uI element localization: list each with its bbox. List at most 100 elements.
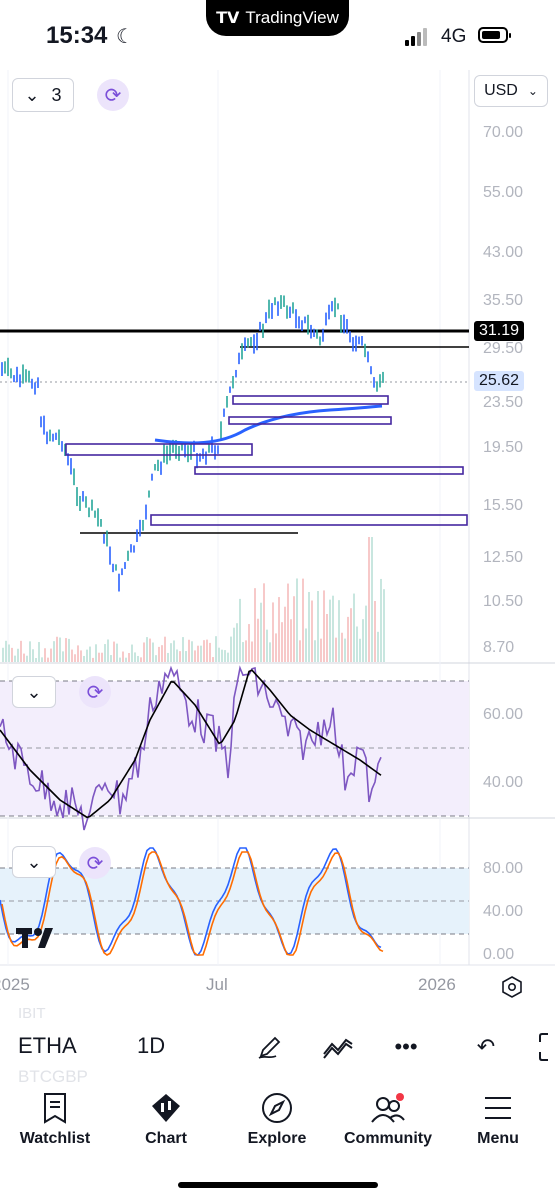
stoch-axis-label: 80.00 <box>483 860 524 877</box>
indicators-icon[interactable] <box>321 1030 355 1064</box>
volume-bar <box>233 627 235 662</box>
volume-bar <box>161 645 163 662</box>
volume-bar <box>101 652 103 662</box>
chevron-down-icon: ⌄ <box>527 84 538 98</box>
more-icon[interactable]: ••• <box>394 1034 418 1059</box>
tab-explore[interactable]: Explore <box>227 1090 327 1148</box>
volume-bar <box>353 593 355 662</box>
volume-bar <box>68 638 70 662</box>
chevron-down-icon: ⌄ <box>26 681 42 702</box>
zone-rect-3 <box>65 443 253 456</box>
battery-icon <box>478 27 511 43</box>
signal-icon <box>405 28 431 46</box>
tab-label: Chart <box>145 1130 187 1147</box>
last-price-tag: 25.62 <box>474 371 525 391</box>
status-time: 15:34 <box>46 22 108 49</box>
stoch-collapse-button[interactable]: ⌄ <box>12 846 56 878</box>
rsi-line <box>0 665 382 831</box>
zone-rectangles <box>65 395 468 526</box>
pane-collapse-button[interactable]: ⌄ 3 <box>12 78 74 112</box>
volume-bar <box>206 639 208 662</box>
volume-bar <box>278 597 280 662</box>
volume-bar <box>14 655 16 662</box>
volume-bar <box>89 646 91 662</box>
volume-bar <box>137 655 139 662</box>
settings-hexagon-icon[interactable] <box>497 972 527 1002</box>
undo-icon[interactable]: ↶ <box>476 1034 496 1059</box>
volume-bar <box>83 655 85 662</box>
moving-average-line <box>154 404 383 445</box>
volume-bar <box>191 641 193 662</box>
drawing-pen-icon[interactable] <box>253 1030 287 1064</box>
tab-watchlist[interactable]: Watchlist <box>5 1090 105 1148</box>
home-indicator <box>178 1182 378 1188</box>
volume-bar <box>377 631 379 662</box>
symbol-button[interactable]: ETHA <box>18 1033 77 1058</box>
volume-bar <box>2 647 4 662</box>
zone-rect-4 <box>194 466 464 475</box>
community-icon <box>338 1090 438 1126</box>
rsi-ma-line <box>0 669 382 819</box>
volume-bar <box>170 643 172 662</box>
volume-bar <box>260 602 262 662</box>
volume-bar <box>284 606 286 662</box>
volume-bar <box>44 648 46 662</box>
tab-chart[interactable]: Chart <box>116 1090 216 1148</box>
volume-bar <box>134 652 136 662</box>
tab-label: Menu <box>477 1130 519 1147</box>
volume-bar <box>185 651 187 662</box>
volume-bar <box>212 657 214 662</box>
volume-bar <box>218 647 220 662</box>
volume-bar <box>122 651 124 662</box>
volume-bar <box>59 637 61 662</box>
volume-bar <box>224 650 226 662</box>
tab-community[interactable]: Community <box>338 1090 438 1148</box>
volume-bar <box>125 657 127 662</box>
volume-bar <box>251 641 253 662</box>
volume-bar <box>20 640 22 662</box>
volume-bar <box>131 644 133 662</box>
status-bar: 15:34 ☾ 𝗧𝗩 TradingView 4G <box>0 0 555 70</box>
pane-count: 3 <box>51 84 62 105</box>
volume-bar <box>248 624 250 662</box>
volume-bar <box>5 640 7 662</box>
volume-bar <box>104 644 106 662</box>
volume-bar <box>308 591 310 662</box>
stoch-sync-icon[interactable]: ⟳ <box>79 847 111 879</box>
volume-bars <box>2 537 385 662</box>
volume-bar <box>329 599 331 662</box>
volume-bar <box>41 657 43 662</box>
currency-selector[interactable]: USD ⌄ <box>474 75 548 107</box>
volume-bar <box>110 655 112 662</box>
volume-bar <box>275 633 277 662</box>
volume-bar <box>314 640 316 662</box>
zone-rect-5 <box>150 514 468 526</box>
stoch-k-line <box>0 847 382 956</box>
chart-canvas[interactable] <box>0 0 555 1010</box>
volume-bar <box>179 651 181 662</box>
volume-bar <box>167 652 169 662</box>
interval-button[interactable]: 1D <box>137 1033 166 1058</box>
volume-bar <box>326 614 328 662</box>
volume-bar <box>383 589 385 662</box>
fullscreen-icon[interactable] <box>531 1030 555 1064</box>
sync-icon[interactable]: ⟳ <box>97 79 129 111</box>
rsi-axis-label: 40.00 <box>483 774 524 791</box>
volume-bar <box>152 642 154 662</box>
chevron-down-icon: ⌄ <box>26 851 42 872</box>
tab-menu[interactable]: Menu <box>448 1090 548 1148</box>
moon-icon: ☾ <box>116 26 134 48</box>
rsi-sync-icon[interactable]: ⟳ <box>79 676 111 708</box>
volume-bar <box>98 652 100 662</box>
volume-bar <box>344 638 346 662</box>
rsi-collapse-button[interactable]: ⌄ <box>12 676 56 708</box>
volume-bar <box>62 651 64 662</box>
volume-bar <box>245 640 247 662</box>
volume-bar <box>149 638 151 662</box>
volume-bar <box>356 626 358 662</box>
volume-bar <box>380 578 382 662</box>
volume-bar <box>107 639 109 662</box>
zone-rect-2 <box>228 416 392 425</box>
volume-bar <box>158 646 160 662</box>
volume-bar <box>65 638 67 662</box>
